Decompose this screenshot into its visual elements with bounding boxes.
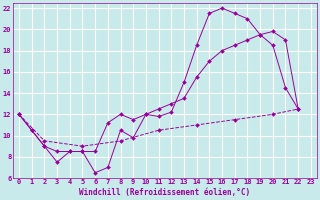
X-axis label: Windchill (Refroidissement éolien,°C): Windchill (Refroidissement éolien,°C) xyxy=(79,188,251,197)
